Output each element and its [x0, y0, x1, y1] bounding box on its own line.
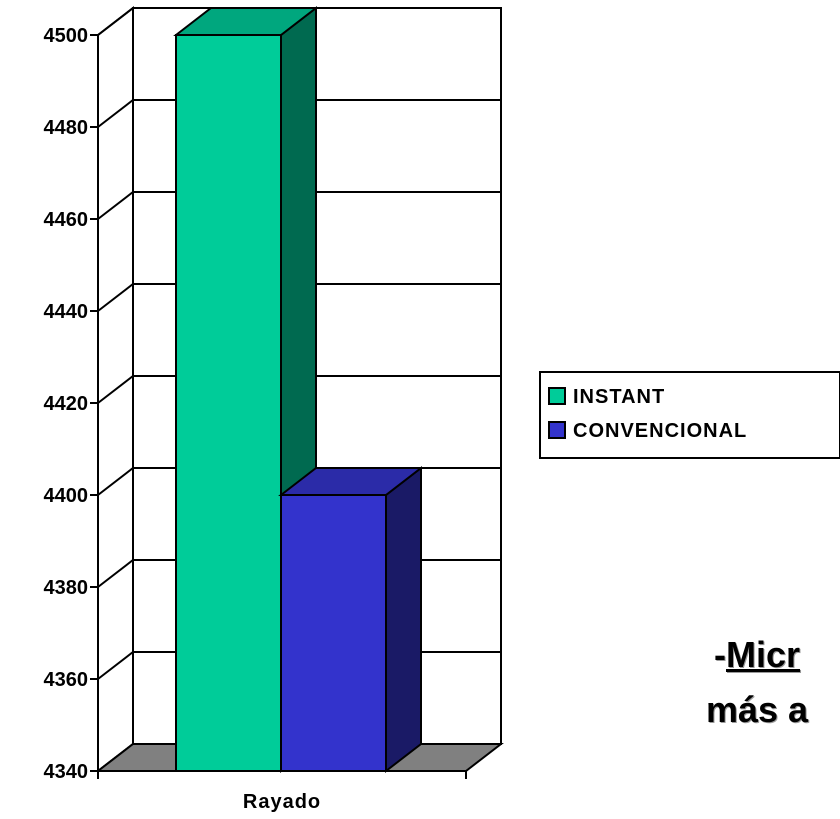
y-axis-tick-labels: 4500 4480 4460 4440 4420 4400 4380 4360 4340	[44, 25, 89, 783]
caption-line-1: -Micr	[714, 634, 800, 676]
gridline	[97, 283, 501, 312]
bars	[173, 5, 424, 774]
gridline	[97, 191, 501, 220]
y-tick-label: 4500	[44, 25, 89, 47]
legend-swatch	[548, 421, 566, 439]
axes	[90, 34, 467, 779]
y-tick-label: 4460	[44, 209, 89, 231]
x-axis-tick-labels: Rayado	[243, 791, 321, 813]
caption-prefix: -	[714, 634, 726, 675]
legend-box	[539, 371, 840, 459]
legend-label: CONVENCIONAL	[573, 420, 747, 442]
gridline	[97, 99, 501, 128]
bar-convencional	[278, 465, 424, 774]
legend-swatch	[548, 387, 566, 405]
legend-label: INSTANT	[573, 386, 665, 408]
x-tick-label: Rayado	[243, 791, 321, 813]
legend: INSTANT CONVENCIONAL	[539, 371, 840, 459]
gridline	[97, 7, 501, 36]
y-tick-label: 4340	[44, 761, 89, 783]
y-tick-label: 4480	[44, 117, 89, 139]
bar-side-face	[385, 465, 422, 774]
y-tick-label: 4360	[44, 669, 89, 691]
y-tick-label: 4380	[44, 577, 89, 599]
y-tick-label: 4400	[44, 485, 89, 507]
caption-underlined-text: Micr	[726, 634, 801, 675]
bar-front-face	[175, 34, 282, 772]
y-tick-label: 4440	[44, 301, 89, 323]
gridline	[97, 375, 501, 404]
caption-line-2: más a	[706, 689, 809, 730]
bar-front-face	[280, 494, 387, 772]
y-tick-label: 4420	[44, 393, 89, 415]
